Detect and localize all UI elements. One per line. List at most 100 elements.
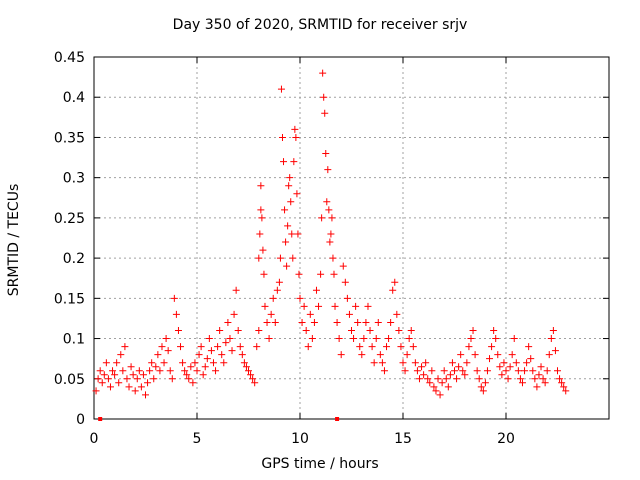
y-axis-label: SRMTID / TECUs <box>6 183 22 297</box>
data-point <box>387 318 395 326</box>
data-point <box>271 318 279 326</box>
data-point <box>455 363 463 371</box>
data-point <box>543 367 551 375</box>
data-point <box>523 359 531 367</box>
scatter-points <box>92 69 570 399</box>
data-point <box>533 383 541 391</box>
data-point <box>131 387 139 395</box>
data-point <box>366 327 374 335</box>
data-point <box>181 367 189 375</box>
data-point <box>426 379 434 387</box>
data-point <box>257 182 265 190</box>
data-point <box>521 367 529 375</box>
data-point <box>212 367 220 375</box>
data-point <box>109 367 117 375</box>
data-point <box>150 375 158 383</box>
data-point <box>232 286 240 294</box>
data-point <box>434 375 442 383</box>
data-point <box>156 367 164 375</box>
data-point <box>560 383 568 391</box>
data-point <box>554 367 561 375</box>
data-point <box>312 286 320 294</box>
baseline-marker <box>98 417 103 421</box>
data-point <box>214 343 222 351</box>
y-tick-label: 0.25 <box>54 211 85 227</box>
data-point <box>292 133 300 141</box>
data-point <box>135 367 143 375</box>
data-point <box>448 359 456 367</box>
data-point <box>558 379 566 387</box>
data-point <box>304 343 312 351</box>
data-point <box>286 174 294 182</box>
data-point <box>106 383 114 391</box>
data-point <box>284 222 292 230</box>
data-point <box>317 270 325 278</box>
data-point <box>407 327 415 335</box>
data-point <box>275 278 283 286</box>
data-point <box>362 318 370 326</box>
data-point <box>393 310 401 318</box>
y-tick-label: 0.2 <box>63 251 85 267</box>
data-point <box>481 379 489 387</box>
data-point <box>537 363 545 371</box>
data-point <box>289 254 297 262</box>
x-tick-label: 20 <box>497 431 515 447</box>
data-point <box>457 351 465 359</box>
data-point <box>492 335 500 343</box>
data-point <box>490 327 498 335</box>
data-point <box>170 294 178 302</box>
data-point <box>160 359 168 367</box>
data-point <box>249 375 257 383</box>
data-point <box>195 351 203 359</box>
data-point <box>368 343 376 351</box>
data-point <box>399 359 407 367</box>
data-point <box>201 363 209 371</box>
data-point <box>329 254 337 262</box>
data-point <box>323 198 331 206</box>
x-tick-label: 5 <box>193 431 202 447</box>
data-point <box>514 367 522 375</box>
data-point <box>183 371 191 379</box>
data-point <box>409 343 417 351</box>
data-point <box>335 335 343 343</box>
data-point <box>177 343 185 351</box>
data-point <box>331 302 339 310</box>
y-tick-label: 0.45 <box>54 50 85 66</box>
data-point <box>129 371 137 379</box>
data-point <box>152 363 160 371</box>
data-point <box>187 363 195 371</box>
data-point <box>224 318 232 326</box>
data-point <box>137 383 145 391</box>
data-point <box>92 387 100 395</box>
data-point <box>422 359 430 367</box>
data-point <box>142 391 149 399</box>
data-point <box>255 327 263 335</box>
data-point <box>411 359 419 367</box>
data-point <box>185 375 193 383</box>
data-point <box>498 371 506 379</box>
data-point <box>326 238 334 246</box>
data-point <box>358 351 366 359</box>
data-point <box>424 375 432 383</box>
data-point <box>278 133 286 141</box>
data-point <box>508 351 516 359</box>
data-point <box>512 359 520 367</box>
axis-ticks: 0 0.05 0.1 0.15 0.2 0.25 0.3 0.35 0.4 0.45 0 5 10 15 2… <box>54 50 609 447</box>
data-point <box>378 359 386 367</box>
data-point <box>102 359 110 367</box>
data-point <box>308 335 316 343</box>
data-point <box>354 318 362 326</box>
data-point <box>516 375 524 383</box>
data-point <box>310 318 318 326</box>
data-point <box>376 351 384 359</box>
data-point <box>253 343 261 351</box>
data-point <box>436 391 444 399</box>
data-point <box>547 335 555 343</box>
data-point <box>220 359 228 367</box>
axis-markers <box>98 417 340 421</box>
data-point <box>230 310 238 318</box>
data-point <box>413 367 421 375</box>
data-point <box>364 302 372 310</box>
data-point <box>504 375 512 383</box>
data-point <box>444 383 452 391</box>
